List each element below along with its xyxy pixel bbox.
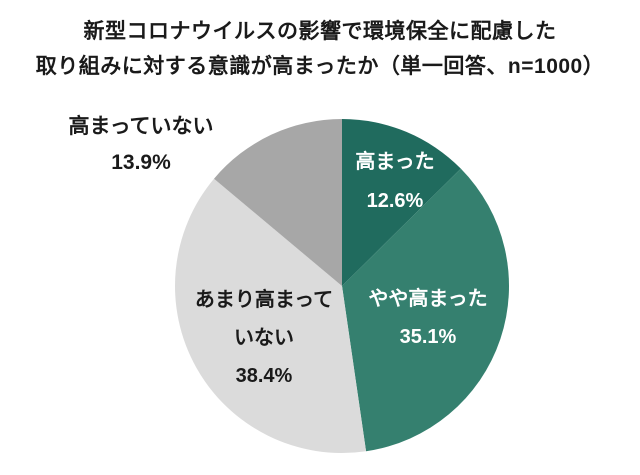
chart-title: 新型コロナウイルスの影響で環境保全に配慮した 取り組みに対する意識が高まったか（…	[0, 14, 640, 84]
pie-label-takamatta-text: 高まった	[355, 151, 435, 173]
pie-label-takamatte-inai-pct: 13.9%	[111, 151, 171, 174]
pie-label-amari-takamatte-inai-pct: 38.4%	[235, 365, 293, 387]
pie-label-takamatta: 高まった 12.6%	[355, 143, 434, 221]
pie-slice-takamatte-inai	[214, 119, 342, 286]
pie-label-yaya-takamatta-text: やや高まった	[368, 288, 488, 310]
pie-label-amari-takamatte-inai-text-1: あまり高まって	[194, 289, 334, 311]
pie-label-yaya-takamatta: やや高まった 35.1%	[368, 280, 487, 356]
chart-title-line-2: 取り組みに対する意識が高まったか（単一回答、n=1000）	[35, 55, 605, 78]
pie-label-takamatte-inai: 高まっていない 13.9%	[68, 109, 213, 181]
pie-label-amari-takamatte-inai-text-2: いない	[233, 327, 294, 349]
pie-label-amari-takamatte-inai: あまり高まって いない 38.4%	[195, 281, 333, 395]
pie-slice-yaya-takamatta	[342, 168, 510, 452]
pie-slice-takamatta	[342, 119, 461, 286]
chart-title-line-1: 新型コロナウイルスの影響で環境保全に配慮した	[83, 20, 557, 43]
pie-slice-amari-takamatte-inai	[175, 178, 367, 454]
pie-label-yaya-takamatta-pct: 35.1%	[399, 326, 457, 348]
pie-label-takamatte-inai-text: 高まっていない	[68, 115, 214, 138]
pie-label-takamatta-pct: 12.6%	[366, 190, 424, 212]
